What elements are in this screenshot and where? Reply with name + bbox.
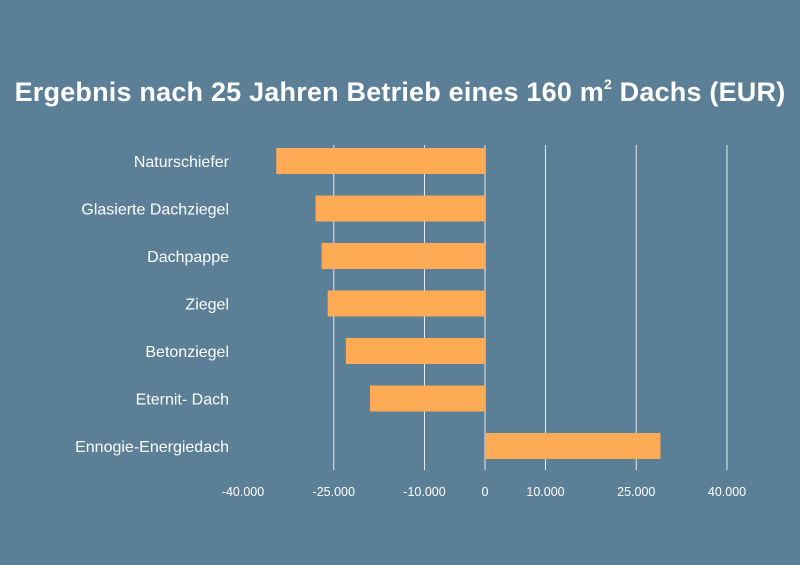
chart-title-main: Ergebnis nach 25 Jahren Betrieb eines 16… [14, 77, 604, 107]
chart-title: Ergebnis nach 25 Jahren Betrieb eines 16… [0, 76, 800, 108]
x-tick-label: 25.000 [617, 485, 655, 499]
bar [485, 433, 661, 459]
x-axis-tick-labels: -40.000 -25.000 -10.000 0 10.000 25.000 40.000 [222, 485, 746, 499]
category-label: Glasierte Dachziegel [81, 202, 229, 219]
bar [345, 338, 485, 364]
x-tick-label: -40.000 [222, 485, 264, 499]
category-label: Eternit- Dach [136, 392, 229, 409]
category-label: Betonziegel [145, 344, 229, 361]
x-tick-label: 40.000 [708, 485, 746, 499]
x-tick-label: 10.000 [526, 485, 564, 499]
category-label: Dachpappe [147, 249, 229, 266]
bar [370, 385, 485, 412]
x-tick-label: -10.000 [403, 485, 445, 499]
bar [315, 195, 485, 222]
bar [276, 148, 485, 174]
x-tick-label: 0 [482, 485, 489, 499]
category-label: Naturschiefer [134, 154, 230, 171]
bar [327, 290, 485, 317]
bar [321, 243, 485, 269]
bars [276, 148, 661, 459]
chart-title-superscript: 2 [603, 76, 612, 92]
category-label: Ennogie-Energiedach [75, 439, 229, 456]
x-tick-label: -25.000 [313, 485, 355, 499]
category-labels: Naturschiefer Glasierte Dachziegel Dachpap… [75, 154, 230, 456]
category-label: Ziegel [185, 297, 229, 314]
chart-title-end: Dachs (EUR) [611, 77, 786, 107]
